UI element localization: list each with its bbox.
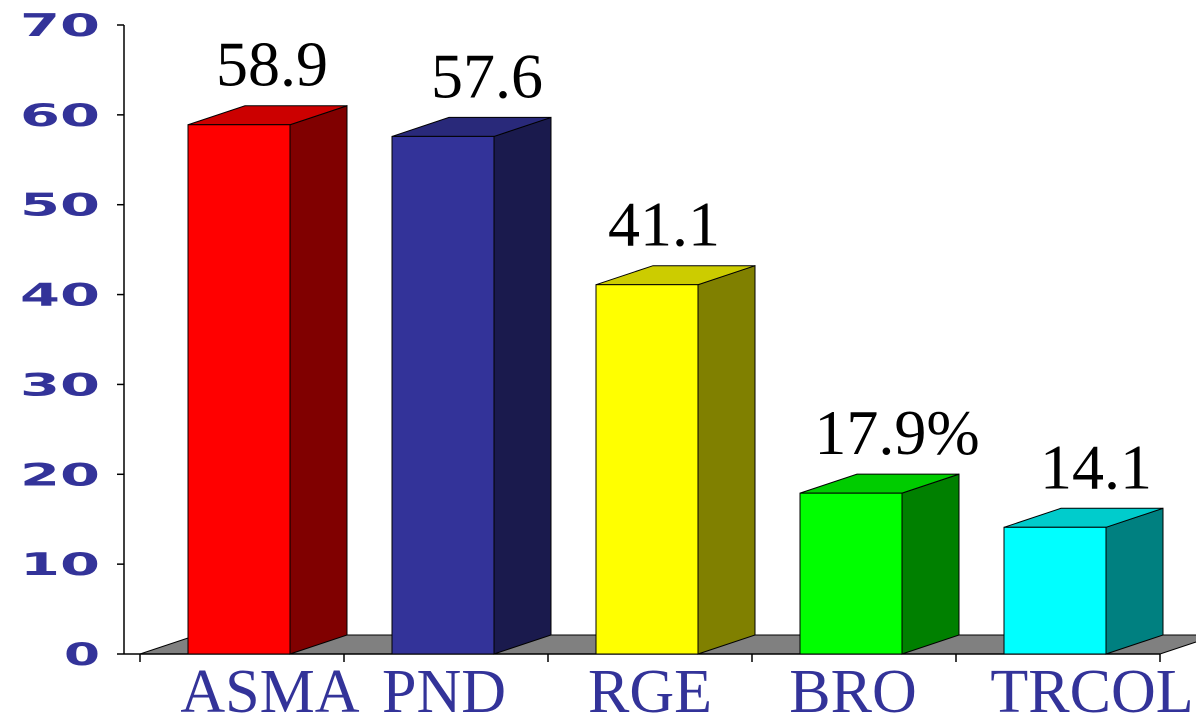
y-tick-label-70: 70	[20, 8, 100, 44]
y-tick-label-10: 10	[20, 547, 100, 583]
category-label-trcol: TRCOL	[990, 658, 1193, 726]
bar-pnd-side-face	[493, 116, 552, 655]
bar-rge-front-face	[595, 284, 699, 655]
bar-pnd-front-face	[391, 135, 495, 655]
bar-trcol	[1003, 507, 1164, 655]
y-tick-label-30: 30	[20, 367, 100, 403]
bar-rge-side-face	[697, 264, 756, 655]
bar-pnd	[391, 116, 552, 655]
y-tick-label-0: 0	[64, 637, 100, 673]
chart-floor-edge	[1159, 641, 1197, 655]
chart-data-labels: 58.9 57.6 41.1 17.9% 14.1	[216, 29, 1152, 503]
bar-trcol-front-face	[1003, 526, 1107, 655]
data-label-asma: 58.9	[216, 29, 328, 100]
data-label-rge: 41.1	[608, 189, 720, 260]
bar-bro	[799, 473, 960, 655]
bar-trcol-side-face	[1105, 507, 1164, 655]
data-label-trcol: 14.1	[1040, 431, 1152, 502]
category-label-rge: RGE	[588, 658, 712, 726]
x-axis-category-labels: ASMA PND RGE BRO TRCOL	[180, 658, 1193, 726]
bar-rge	[595, 264, 756, 655]
y-tick-label-50: 50	[20, 188, 100, 224]
y-tick-label-20: 20	[20, 457, 100, 493]
data-label-bro: 17.9%	[814, 397, 979, 468]
y-tick-label-60: 60	[20, 98, 100, 134]
bar-asma-side-face	[289, 105, 348, 655]
bar-bro-front-face	[799, 492, 903, 655]
data-label-pnd: 57.6	[431, 40, 543, 111]
bar-asma-front-face	[187, 124, 291, 655]
category-label-asma: ASMA	[180, 658, 359, 726]
y-tick-label-40: 40	[20, 278, 100, 314]
bar-bro-side-face	[901, 473, 960, 655]
chart-bars	[187, 105, 1164, 655]
category-label-pnd: PND	[382, 658, 506, 726]
bar-asma	[187, 105, 348, 655]
y-axis-tick-labels: 0 10 20 30 40 50 60 70	[20, 8, 100, 673]
category-label-bro: BRO	[789, 658, 916, 726]
